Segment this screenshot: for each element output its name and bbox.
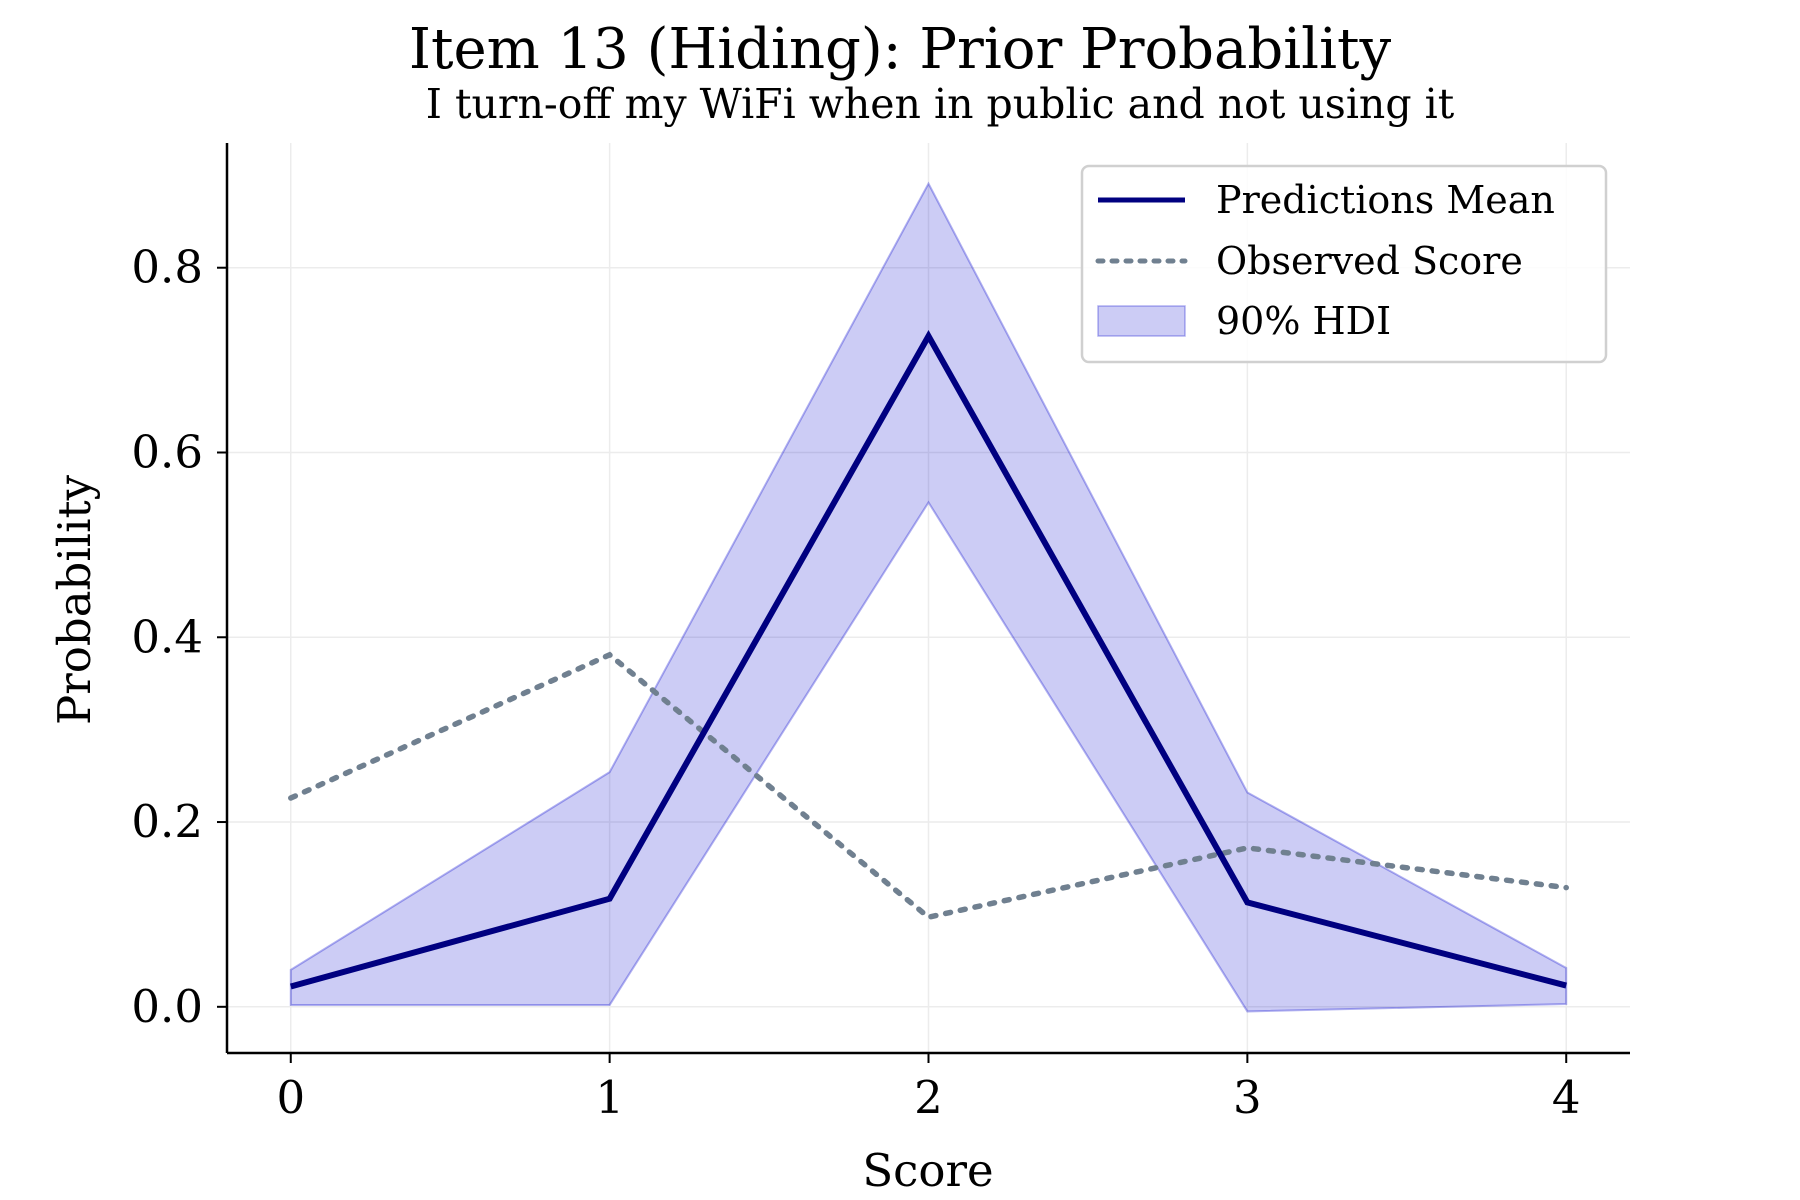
x-ticks: 0 1 2 3 4 [276,1053,1581,1124]
y-tick-label: 0.6 [131,425,203,478]
legend-label-mean: Predictions Mean [1216,178,1555,222]
chart-subtitle: I turn-off my WiFi when in public and no… [426,80,1455,128]
y-tick-label: 0.0 [131,980,203,1033]
x-tick-label: 0 [276,1071,305,1124]
series-lines [288,329,1569,990]
x-tick-label: 1 [595,1071,624,1124]
y-tick-label: 0.4 [131,610,203,663]
x-tick-label: 4 [1552,1071,1581,1124]
x-axis-label: Score [862,1144,993,1197]
legend-swatch-hdi [1097,305,1186,337]
legend-label-observed: Observed Score [1216,239,1523,283]
x-tick-label: 2 [914,1071,943,1124]
hdi-band [289,181,1568,1013]
y-tick-label: 0.2 [131,795,203,848]
legend: Predictions Mean Observed Score 90% HDI [1080,164,1608,364]
y-tick-label: 0.8 [131,241,203,294]
chart-title: Item 13 (Hiding): Prior Probability [409,17,1392,82]
x-tick-label: 3 [1233,1071,1262,1124]
hdi-band-group [289,181,1568,1013]
legend-label-hdi: 90% HDI [1216,299,1391,343]
y-ticks: 0.0 0.2 0.4 0.6 0.8 [131,241,227,1033]
y-axis-label: Probability [48,474,101,725]
legend-frame [1080,164,1608,364]
